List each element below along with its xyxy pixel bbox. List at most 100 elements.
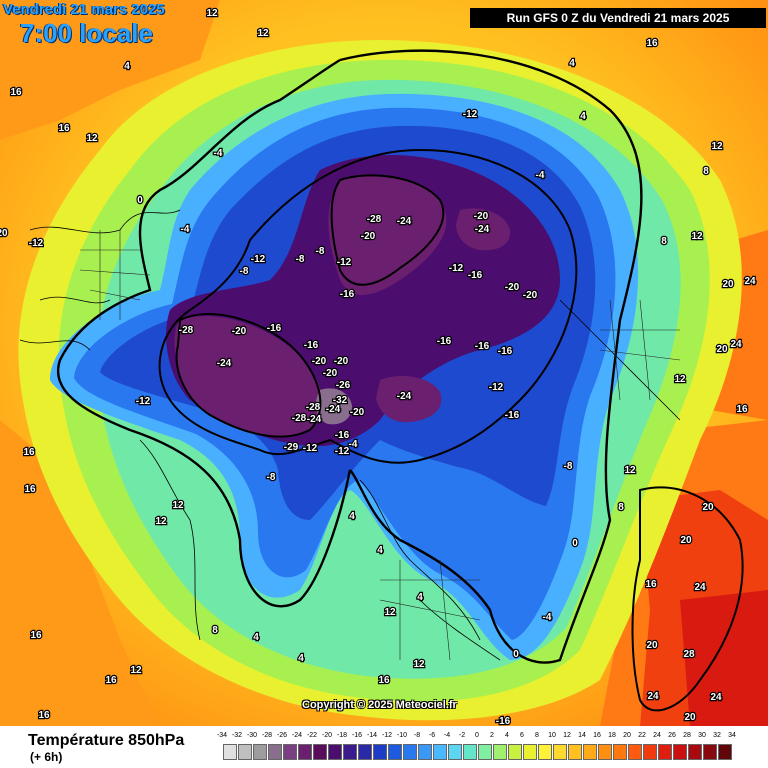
contour-label: 16 bbox=[23, 447, 35, 458]
contour-label: -24 bbox=[397, 216, 412, 227]
scale-tick-label: 22 bbox=[638, 732, 646, 739]
scale-tick-label: -20 bbox=[321, 732, 333, 739]
scale-swatch bbox=[373, 744, 387, 760]
very-hot-zone bbox=[680, 590, 768, 726]
contour-label: 8 bbox=[618, 502, 624, 513]
contour-label: 12 bbox=[155, 516, 167, 527]
contour-label: 16 bbox=[38, 710, 50, 721]
scale-swatch bbox=[433, 744, 447, 760]
contour-label: -26 bbox=[336, 380, 351, 391]
contour-label: 4 bbox=[377, 545, 383, 556]
scale-swatch bbox=[673, 744, 687, 760]
scale-swatch bbox=[238, 744, 252, 760]
scale-tick-label: -24 bbox=[291, 732, 303, 739]
scale-tick-label: 12 bbox=[563, 732, 571, 739]
contour-label: 16 bbox=[645, 579, 657, 590]
scale-tick-label: 18 bbox=[608, 732, 616, 739]
contour-label: 4 bbox=[569, 58, 575, 69]
contour-label: 16 bbox=[10, 87, 22, 98]
scale-swatch bbox=[298, 744, 312, 760]
scale-swatch bbox=[643, 744, 657, 760]
scale-swatch bbox=[328, 744, 342, 760]
contour-label: -20 bbox=[232, 326, 247, 337]
date-label: Vendredi 21 mars 2025 bbox=[3, 1, 165, 18]
contour-label: 24 bbox=[710, 692, 722, 703]
scale-swatch bbox=[658, 744, 672, 760]
contour-label: 4 bbox=[580, 111, 586, 122]
scale-tick-label: 14 bbox=[578, 732, 586, 739]
scale-swatch bbox=[283, 744, 297, 760]
contour-label: -4 bbox=[543, 612, 552, 623]
scale-swatch bbox=[583, 744, 597, 760]
temperature-map: -12 -4 4 16 12 12 16 12 4 -28 -24 -20 -20 -24 -12 -16 -2… bbox=[0, 0, 768, 726]
contour-label: -16 bbox=[496, 716, 511, 726]
scale-tick-label: -10 bbox=[396, 732, 408, 739]
contour-label: 16 bbox=[736, 404, 748, 415]
scale-tick-label: -2 bbox=[458, 732, 466, 739]
contour-label: -8 bbox=[240, 266, 249, 277]
contour-label: 0 bbox=[513, 649, 519, 660]
contour-label: -24 bbox=[307, 414, 322, 425]
contour-label: 12 bbox=[130, 665, 142, 676]
scale-swatch bbox=[523, 744, 537, 760]
contour-label: -20 bbox=[474, 211, 489, 222]
scale-tick-label: -4 bbox=[443, 732, 451, 739]
contour-label: -12 bbox=[335, 446, 350, 457]
contour-label: -12 bbox=[29, 238, 44, 249]
contour-label: -16 bbox=[475, 341, 490, 352]
scale-tick-label: 34 bbox=[728, 732, 736, 739]
contour-label: 12 bbox=[674, 374, 686, 385]
contour-label: -16 bbox=[437, 336, 452, 347]
cold-core-east bbox=[456, 208, 511, 251]
scale-tick-label: 28 bbox=[683, 732, 691, 739]
scale-swatch bbox=[478, 744, 492, 760]
scale-swatch bbox=[508, 744, 522, 760]
scale-tick-label: -28 bbox=[261, 732, 273, 739]
scale-tick-label: -30 bbox=[246, 732, 258, 739]
scale-swatch bbox=[463, 744, 477, 760]
contour-label: -28 bbox=[292, 413, 307, 424]
contour-label: 20 bbox=[702, 502, 714, 513]
contour-label: -24 bbox=[217, 358, 232, 369]
scale-tick-label: 32 bbox=[713, 732, 721, 739]
scale-swatch bbox=[688, 744, 702, 760]
scale-swatch bbox=[268, 744, 282, 760]
warm-zone-northwest bbox=[0, 0, 220, 140]
scale-swatch bbox=[313, 744, 327, 760]
cold-core-west bbox=[174, 316, 323, 437]
scale-tick-label: 10 bbox=[548, 732, 556, 739]
contour-label: -4 bbox=[181, 224, 190, 235]
scale-tick-label: 6 bbox=[520, 732, 524, 739]
contour-label: 24 bbox=[730, 339, 742, 350]
scale-swatch bbox=[418, 744, 432, 760]
contour-label: 20 bbox=[680, 535, 692, 546]
contour-label: 8 bbox=[661, 236, 667, 247]
contour-label: -8 bbox=[564, 461, 573, 472]
contour-label: 20 bbox=[722, 279, 734, 290]
contour-label: -20 bbox=[523, 290, 538, 301]
run-info-box: Run GFS 0 Z du Vendredi 21 mars 2025 bbox=[470, 8, 766, 28]
zero-isotherm-west bbox=[57, 58, 352, 608]
contour-label: -12 bbox=[136, 396, 151, 407]
contour-label: -12 bbox=[303, 443, 318, 454]
contour-label: -16 bbox=[468, 270, 483, 281]
scale-swatch bbox=[538, 744, 552, 760]
cold-core-north bbox=[328, 175, 447, 295]
color-scale: -34 -32 -30 -28 -26 -24 -22 -20 -18 -16 -14 -12 -10-… bbox=[217, 732, 752, 762]
scale-tick-label: -34 bbox=[216, 732, 228, 739]
contour-label: -16 bbox=[498, 346, 513, 357]
contour-label: -16 bbox=[340, 289, 355, 300]
contour-label: 12 bbox=[691, 231, 703, 242]
minus-16-isotherm bbox=[158, 148, 578, 464]
scale-swatch bbox=[493, 744, 507, 760]
contour-label: -8 bbox=[296, 254, 305, 265]
contour-label: 12 bbox=[384, 607, 396, 618]
contour-label: -20 bbox=[334, 356, 349, 367]
contour-label: 12 bbox=[206, 8, 218, 19]
contour-label: 16 bbox=[646, 38, 658, 49]
contour-label: -28 bbox=[367, 214, 382, 225]
contour-label: -16 bbox=[304, 340, 319, 351]
scale-swatch bbox=[223, 744, 237, 760]
